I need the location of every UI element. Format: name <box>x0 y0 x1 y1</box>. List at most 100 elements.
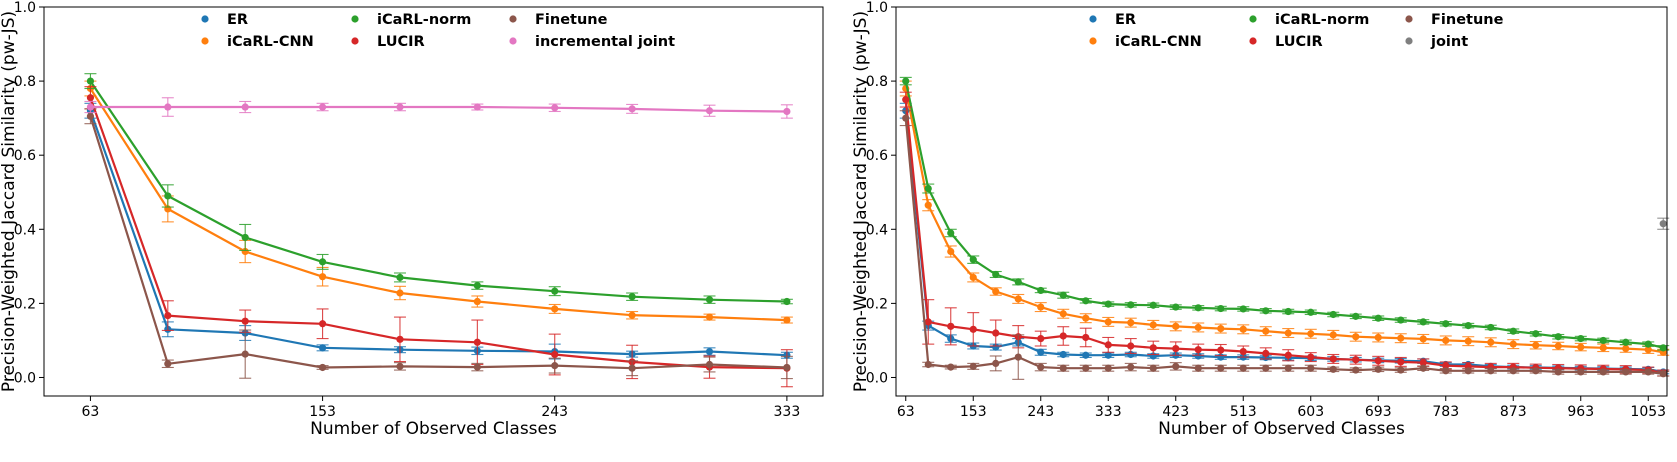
left-legend-label-incremental-joint: incremental joint <box>535 34 675 50</box>
right-point-finetune <box>1622 368 1630 376</box>
right-point-icarl-cnn <box>1037 303 1045 311</box>
right-point-icarl-cnn <box>1509 340 1517 348</box>
left-point-icarl-cnn <box>318 273 327 281</box>
right-point-finetune <box>1554 368 1562 376</box>
right-point-icarl-norm <box>969 256 977 264</box>
left-point-incremental-joint <box>396 103 404 111</box>
left-legend-label-er: ER <box>227 12 248 28</box>
right-point-icarl-cnn <box>1577 343 1585 351</box>
right-point-lucir <box>1284 351 1292 359</box>
left-point-lucir <box>164 312 172 320</box>
left-line-finetune <box>89 115 787 370</box>
left-point-icarl-cnn <box>551 305 559 313</box>
left-point-finetune <box>318 363 327 372</box>
right-point-icarl-norm <box>1307 308 1315 316</box>
right-point-lucir <box>902 96 910 104</box>
right-point-icarl-cnn <box>1307 330 1315 338</box>
left-point-finetune <box>86 112 95 120</box>
right-point-icarl-norm <box>1442 320 1450 328</box>
right-point-icarl-norm <box>947 229 955 237</box>
right-ytick-label: 0.2 <box>866 296 888 312</box>
right-series-icarl-norm <box>899 76 1670 352</box>
right-point-lucir <box>1329 355 1337 363</box>
left-point-icarl-norm <box>783 297 791 306</box>
right-point-icarl-norm <box>1127 301 1135 309</box>
left-point-incremental-joint <box>705 107 714 115</box>
right-xtick-label: 243 <box>1027 404 1054 420</box>
left-point-incremental-joint <box>473 103 481 111</box>
left-point-lucir <box>318 320 327 328</box>
right-series-finetune <box>899 110 1670 380</box>
right-point-icarl-cnn <box>1622 344 1630 353</box>
right-point-icarl-norm <box>1622 338 1630 346</box>
right-point-er <box>1037 348 1045 356</box>
right-point-finetune <box>1037 363 1045 371</box>
right-point-joint <box>1659 220 1667 228</box>
right-point-icarl-cnn <box>1464 337 1472 345</box>
right-point-lucir <box>1172 344 1180 353</box>
left-point-lucir <box>473 338 481 346</box>
right-point-icarl-cnn <box>1127 319 1135 327</box>
left-line-er <box>89 110 787 357</box>
left-legend-marker-icarl-norm <box>351 15 359 23</box>
right-legend-label-icarl-cnn: iCaRL-CNN <box>1115 34 1202 50</box>
right-point-lucir <box>1239 347 1247 356</box>
left-ytick-label: 0.2 <box>14 296 36 312</box>
left-point-incremental-joint <box>86 103 95 111</box>
left-line-lucir <box>89 97 787 370</box>
right-point-lucir <box>1262 349 1270 357</box>
right-xtick-label: 693 <box>1365 404 1392 420</box>
left-legend-label-icarl-cnn: iCaRL-CNN <box>227 34 314 50</box>
right-point-finetune <box>1217 364 1225 372</box>
right-point-icarl-norm <box>1059 291 1067 299</box>
right-xtick-label: 873 <box>1500 404 1527 420</box>
left-point-lucir <box>551 350 559 359</box>
right-point-finetune <box>1082 364 1090 372</box>
left-point-icarl-cnn <box>705 313 714 321</box>
right-point-finetune <box>969 362 977 370</box>
left-point-icarl-norm <box>705 296 714 304</box>
right-point-icarl-cnn <box>1419 335 1427 343</box>
right-point-lucir <box>1374 357 1382 365</box>
left-line-icarl-cnn <box>89 87 787 322</box>
right-point-icarl-cnn <box>1172 322 1180 330</box>
right-xtick-label: 153 <box>960 404 987 420</box>
left-point-icarl-norm <box>241 233 249 242</box>
left-x-axis-label: Number of Observed Classes <box>310 419 557 439</box>
right-point-er <box>992 343 1000 351</box>
right-point-icarl-norm <box>1104 300 1112 308</box>
left-point-incremental-joint <box>164 103 172 111</box>
right-point-er <box>1127 350 1135 359</box>
left-point-icarl-norm <box>396 273 404 282</box>
left-series-er <box>84 102 793 360</box>
right-point-icarl-norm <box>1194 304 1202 312</box>
right-point-lucir <box>1217 346 1225 354</box>
right-point-er <box>1082 351 1090 359</box>
right-xtick-label: 963 <box>1567 404 1594 420</box>
right-point-icarl-norm <box>902 77 910 85</box>
left-ytick-label: 0.8 <box>14 74 36 90</box>
left-series-icarl-norm <box>84 73 793 306</box>
left-point-icarl-norm <box>164 192 172 200</box>
left-legend-label-finetune: Finetune <box>535 12 608 28</box>
left-plot-frame <box>43 6 824 397</box>
right-legend-label-joint: joint <box>1430 34 1468 50</box>
right-point-icarl-norm <box>1217 304 1225 313</box>
right-point-lucir <box>1442 362 1450 370</box>
right-point-icarl-norm <box>1644 340 1652 348</box>
right-point-lucir <box>1419 359 1427 367</box>
right-point-icarl-cnn <box>1329 331 1337 339</box>
right-point-icarl-norm <box>1532 330 1540 338</box>
right-legend-marker-icarl-norm <box>1249 15 1257 23</box>
right-point-finetune <box>947 363 955 371</box>
right-ytick-label: 0.4 <box>866 222 888 238</box>
right-point-icarl-norm <box>1352 312 1360 320</box>
left-legend-marker-finetune <box>509 15 517 23</box>
left-point-icarl-cnn <box>241 247 249 256</box>
left-point-incremental-joint <box>318 103 327 111</box>
left-xtick-label: 153 <box>309 404 336 420</box>
left-xtick-label: 243 <box>541 404 568 420</box>
left-point-finetune <box>241 350 249 358</box>
left-legend-marker-incremental-joint <box>509 37 517 45</box>
right-legend-marker-finetune <box>1405 15 1413 23</box>
